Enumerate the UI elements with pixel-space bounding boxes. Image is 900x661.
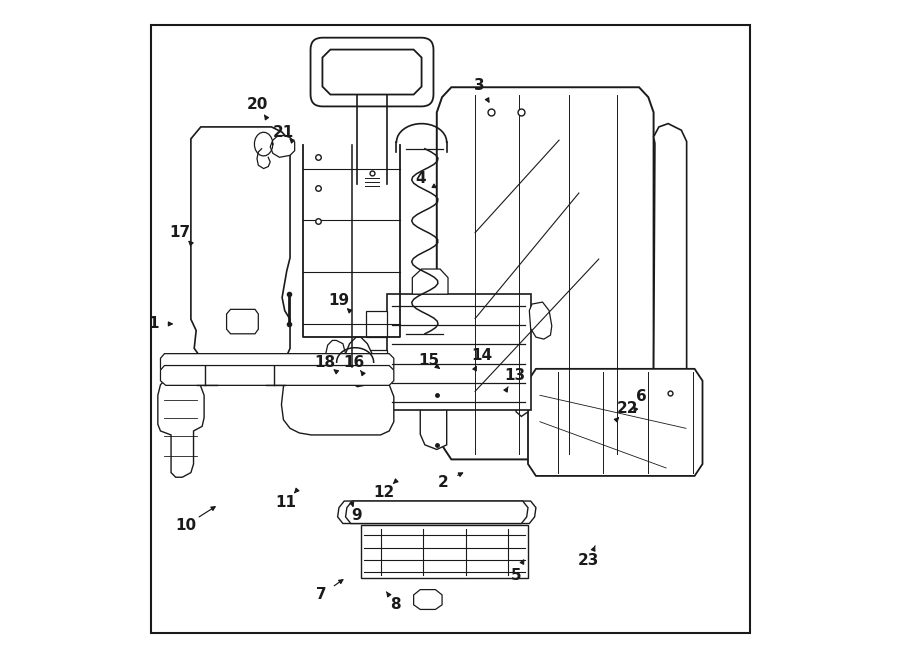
Text: 16: 16 (344, 355, 364, 369)
Polygon shape (346, 501, 528, 524)
Polygon shape (160, 366, 394, 385)
Text: 1: 1 (148, 317, 159, 331)
Text: 8: 8 (391, 598, 401, 612)
Polygon shape (412, 269, 448, 294)
Text: 15: 15 (418, 353, 439, 368)
Polygon shape (282, 369, 394, 435)
Polygon shape (528, 369, 703, 476)
Text: 22: 22 (616, 401, 638, 416)
Text: 18: 18 (314, 355, 335, 369)
Polygon shape (361, 525, 528, 578)
Text: 9: 9 (351, 508, 362, 523)
Polygon shape (420, 390, 446, 449)
Text: 13: 13 (504, 368, 526, 383)
Polygon shape (529, 302, 552, 339)
Polygon shape (366, 350, 387, 377)
Polygon shape (414, 590, 442, 609)
Text: 11: 11 (275, 495, 297, 510)
Polygon shape (387, 294, 531, 410)
Text: 19: 19 (328, 293, 349, 308)
Text: 2: 2 (438, 475, 449, 490)
Text: 7: 7 (316, 588, 327, 602)
Polygon shape (322, 50, 421, 95)
Text: 14: 14 (472, 348, 492, 363)
Text: 17: 17 (170, 225, 191, 240)
Polygon shape (653, 124, 687, 403)
Text: 4: 4 (415, 171, 426, 186)
Polygon shape (326, 340, 346, 365)
Polygon shape (158, 378, 204, 477)
Polygon shape (191, 127, 290, 366)
Polygon shape (346, 337, 372, 387)
Text: 20: 20 (247, 97, 267, 112)
Text: 21: 21 (273, 125, 294, 139)
Polygon shape (338, 501, 536, 524)
Polygon shape (436, 87, 653, 459)
Text: 6: 6 (636, 389, 647, 404)
Text: 10: 10 (175, 518, 196, 533)
Polygon shape (516, 377, 528, 416)
Text: 12: 12 (374, 485, 394, 500)
Polygon shape (227, 309, 258, 334)
Text: 23: 23 (578, 553, 599, 568)
Polygon shape (366, 311, 387, 337)
Text: 3: 3 (474, 79, 485, 93)
Text: 5: 5 (511, 568, 521, 582)
Polygon shape (160, 354, 394, 373)
FancyBboxPatch shape (310, 38, 434, 106)
Polygon shape (270, 136, 294, 157)
